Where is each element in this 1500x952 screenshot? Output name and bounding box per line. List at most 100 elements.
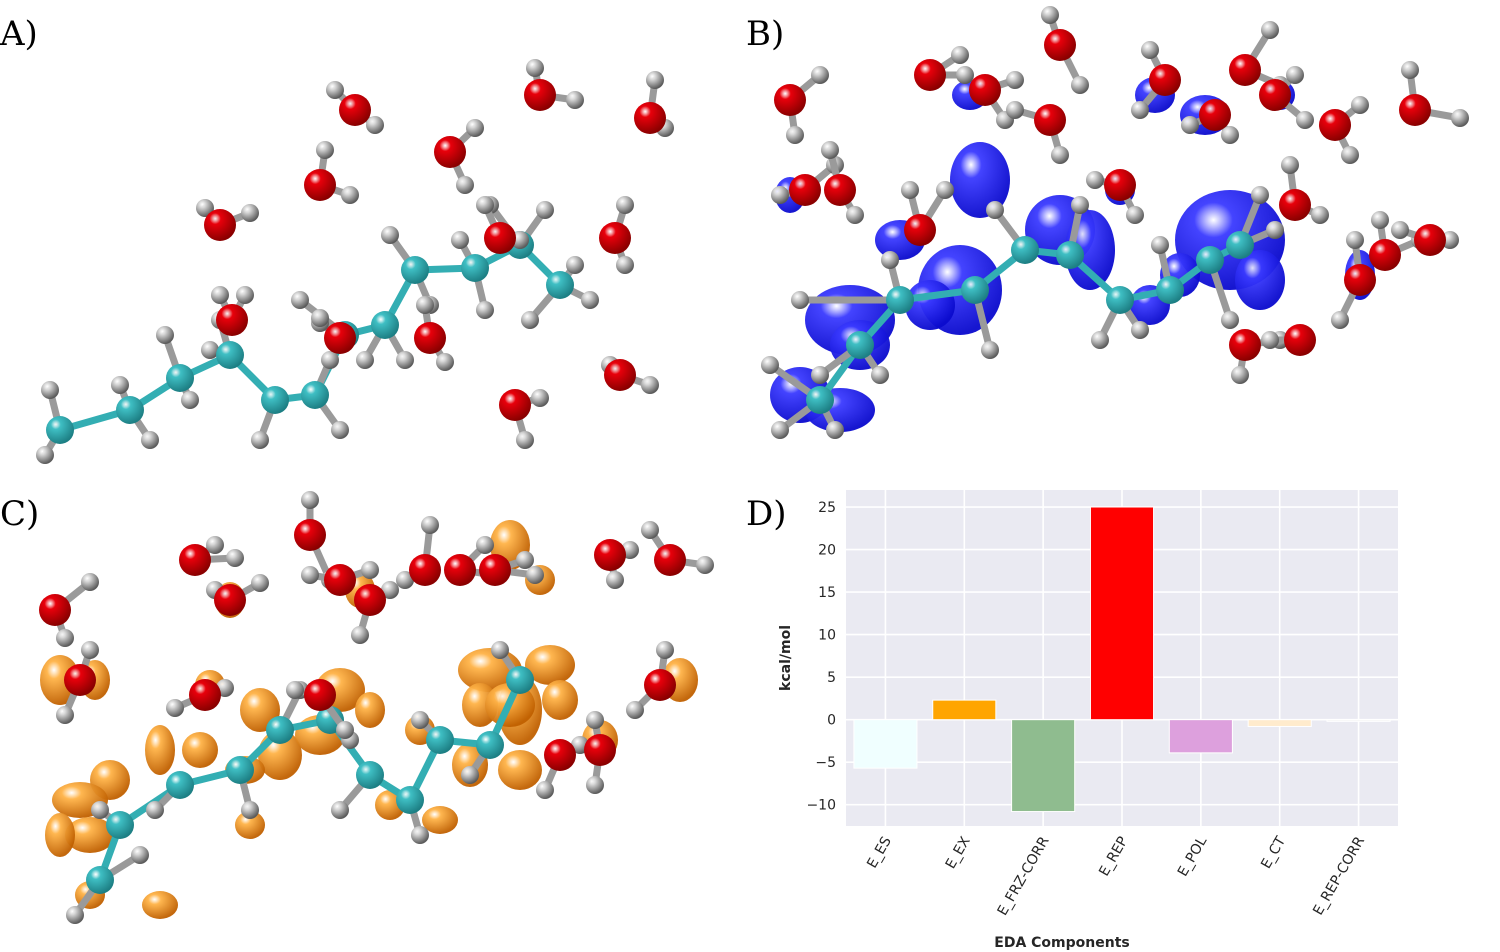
hydrogen-atom — [66, 906, 84, 924]
y-tick-label: 5 — [827, 670, 836, 686]
hydrogen-atom — [1401, 61, 1419, 79]
carbon-atom — [301, 381, 329, 409]
hydrogen-atom — [1451, 109, 1469, 127]
hydrogen-atom — [586, 711, 604, 729]
hydrogen-atom — [146, 801, 164, 819]
hydrogen-atom — [1071, 76, 1089, 94]
hydrogen-atom — [1351, 96, 1369, 114]
hydrogen-atom — [786, 126, 804, 144]
hydrogen-atom — [36, 446, 54, 464]
oxygen-atom — [969, 74, 1001, 106]
hydrogen-atom — [1346, 231, 1364, 249]
hydrogen-atom — [811, 66, 829, 84]
hydrogen-atom — [456, 176, 474, 194]
oxygen-atom — [524, 79, 556, 111]
oxygen-atom — [216, 304, 248, 336]
hydrogen-atom — [241, 801, 259, 819]
hydrogen-atom — [181, 391, 199, 409]
molecule-render-panel-a — [36, 59, 674, 464]
hydrogen-atom — [1231, 366, 1249, 384]
hydrogen-atom — [476, 536, 494, 554]
hydrogen-atom — [526, 566, 544, 584]
hydrogen-atom — [141, 431, 159, 449]
isosurface-lobe — [422, 806, 458, 834]
hydrogen-atom — [1261, 21, 1279, 39]
oxygen-atom — [1319, 109, 1351, 141]
hydrogen-atom — [826, 421, 844, 439]
hydrogen-atom — [81, 641, 99, 659]
carbon-atom — [1196, 246, 1224, 274]
hydrogen-atom — [1091, 331, 1109, 349]
hydrogen-atom — [341, 186, 359, 204]
hydrogen-atom — [491, 641, 509, 659]
carbon-atom — [266, 716, 294, 744]
hydrogen-atom — [396, 351, 414, 369]
hydrogen-atom — [981, 341, 999, 359]
hydrogen-atom — [1006, 101, 1024, 119]
hydrogen-atom — [466, 119, 484, 137]
oxygen-atom — [1229, 329, 1261, 361]
hydrogen-atom — [566, 256, 584, 274]
carbon-atom — [106, 811, 134, 839]
hydrogen-atom — [1251, 186, 1269, 204]
hydrogen-atom — [626, 701, 644, 719]
oxygen-atom — [324, 322, 356, 354]
isosurface-lobe — [525, 645, 575, 685]
carbon-atom — [166, 771, 194, 799]
hydrogen-atom — [226, 549, 244, 567]
hydrogen-atom — [421, 516, 439, 534]
hydrogen-atom — [1221, 126, 1239, 144]
carbon-atom — [1156, 276, 1184, 304]
y-tick-labels: −10 −5 0 5 10 15 20 25 — [806, 500, 836, 814]
bar-e-rep — [1089, 506, 1155, 721]
hydrogen-atom — [846, 206, 864, 224]
hydrogen-atom — [696, 556, 714, 574]
isosurface-lobe — [452, 743, 488, 787]
oxygen-atom — [594, 539, 626, 571]
carbon-atom — [1226, 231, 1254, 259]
oxygen-atom — [599, 222, 631, 254]
carbon-atom — [396, 786, 424, 814]
panel-label-d: D) — [746, 494, 787, 534]
isosurface-lobe — [498, 750, 542, 790]
hydrogen-atom — [641, 521, 659, 539]
oxygen-atom — [64, 664, 96, 696]
hydrogen-atom — [321, 351, 339, 369]
isosurface-lobe — [542, 680, 578, 720]
oxygen-atom — [1199, 99, 1231, 131]
oxygen-atom — [1284, 324, 1316, 356]
hydrogen-atom — [331, 801, 349, 819]
hydrogen-atom — [586, 776, 604, 794]
y-tick-label: −5 — [815, 755, 836, 771]
y-tick-label: 10 — [818, 628, 836, 644]
hydrogen-atom — [356, 351, 374, 369]
carbon-atom — [846, 331, 874, 359]
hydrogen-atom — [656, 641, 674, 659]
oxygen-atom — [644, 669, 676, 701]
carbon-atom — [886, 286, 914, 314]
hydrogen-atom — [516, 431, 534, 449]
hydrogen-atom — [291, 291, 309, 309]
oxygen-atom — [214, 584, 246, 616]
hydrogen-atom — [1261, 331, 1279, 349]
carbon-atom — [1011, 236, 1039, 264]
y-tick-label: 20 — [818, 543, 836, 559]
hydrogen-atom — [196, 199, 214, 217]
molecule-render-panel-b — [761, 6, 1469, 439]
hydrogen-atom — [536, 781, 554, 799]
x-tick-label: E_CT — [1258, 834, 1289, 872]
hydrogen-atom — [301, 566, 319, 584]
y-tick-label: 0 — [827, 713, 836, 729]
oxygen-atom — [294, 519, 326, 551]
y-tick-label: 25 — [818, 500, 836, 516]
hydrogen-atom — [336, 721, 354, 739]
oxygen-atom — [914, 59, 946, 91]
hydrogen-atom — [1141, 41, 1159, 59]
hydrogen-atom — [606, 571, 624, 589]
hydrogen-atom — [526, 59, 544, 77]
oxygen-atom — [1279, 189, 1311, 221]
isosurface-lobe — [950, 142, 1010, 218]
carbon-atom — [461, 254, 489, 282]
x-tick-label: E_POL — [1175, 834, 1211, 880]
